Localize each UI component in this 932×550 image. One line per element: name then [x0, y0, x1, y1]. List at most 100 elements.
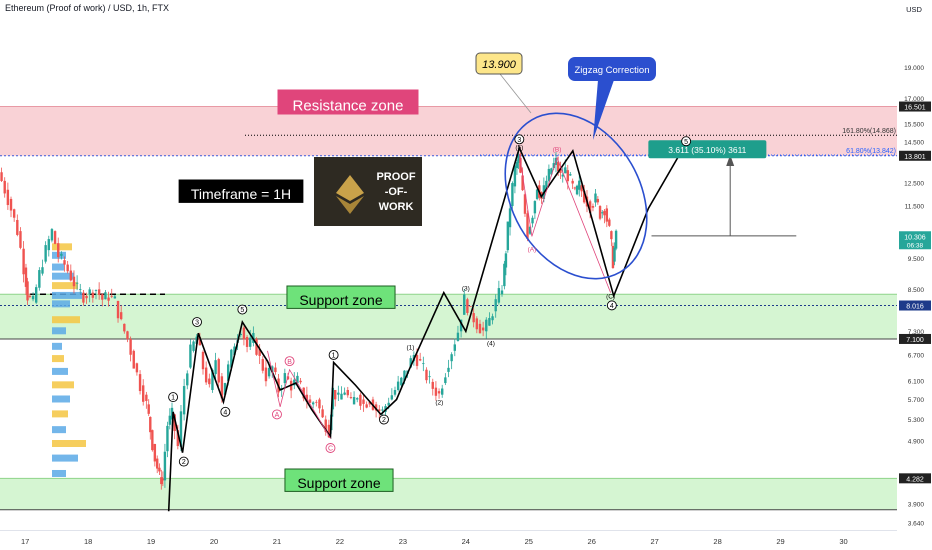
- wave-label-circle-14: [514, 134, 525, 145]
- candle-body: [239, 333, 242, 336]
- candle-body: [450, 354, 453, 362]
- candle-body: [16, 219, 19, 235]
- candle-body: [75, 282, 79, 284]
- candle-body: [38, 270, 41, 288]
- price-tag-5: [899, 473, 931, 484]
- y-tick-label-17: 14.500: [904, 140, 924, 147]
- candle-body: [481, 327, 485, 331]
- wave-label-5: B: [287, 359, 292, 366]
- candle-body: [488, 317, 491, 326]
- candle-body: [91, 292, 95, 298]
- candle-body: [82, 292, 85, 303]
- x-tick-label-4: 21: [273, 537, 281, 546]
- wave-label-2: 3: [195, 320, 199, 327]
- candle-body: [362, 399, 365, 404]
- timeframe-label: Timeframe = 1H: [191, 186, 291, 202]
- x-tick-label-0: 17: [21, 537, 29, 546]
- candle-body: [591, 206, 595, 208]
- y-tick-label-21: 19.000: [904, 65, 924, 72]
- candle-body: [101, 294, 104, 300]
- y-tick-label-9: 7.300: [908, 329, 925, 336]
- candle-body: [571, 180, 574, 184]
- x-tick-label-13: 30: [839, 537, 847, 546]
- candle-body: [456, 332, 460, 341]
- candle-body: [283, 373, 287, 384]
- candle-body: [158, 467, 161, 472]
- y-tick-label-11: 8.500: [908, 287, 925, 294]
- chart-title: Ethereum (Proof of work) / USD, 1h, FTX: [5, 3, 170, 13]
- candle-body: [233, 346, 236, 355]
- wave-label-circle-4: [237, 304, 248, 315]
- logo-text-1: -OF-: [385, 186, 408, 198]
- candle-body: [409, 358, 412, 368]
- candle-body: [41, 267, 44, 274]
- candle-body: [53, 231, 57, 244]
- candle-body: [170, 407, 174, 420]
- volume-profile-bar-3: [52, 272, 74, 280]
- candle-body: [431, 381, 434, 389]
- candle-body: [220, 376, 224, 399]
- wave-label-circle-7: [325, 443, 336, 453]
- candle-body: [472, 313, 475, 323]
- candle-body: [147, 404, 150, 414]
- fib-label-0: 161.80%(14.868): [842, 128, 896, 135]
- wave-label-1: 2: [182, 459, 186, 466]
- candle-body: [214, 360, 217, 375]
- candle-body: [378, 409, 381, 412]
- candle-body: [343, 392, 346, 395]
- y-tick-label-18: 15.500: [904, 121, 924, 128]
- fib-label-1: 61.80%(13.842): [846, 148, 896, 155]
- candle-body: [368, 401, 372, 405]
- wave-label-10: (1): [406, 344, 414, 351]
- y-tick-label-20: 17.000: [904, 96, 924, 103]
- candle-body: [135, 363, 139, 373]
- y-tick-label-14: 11.500: [905, 204, 925, 211]
- wave-label-6: A: [275, 412, 280, 419]
- volume-profile-bar-11: [52, 367, 68, 375]
- wave-label-4: 5: [240, 307, 244, 314]
- candle-body: [422, 363, 425, 365]
- candle-body: [255, 338, 258, 355]
- candle-body: [142, 385, 145, 402]
- candle-body: [94, 290, 98, 291]
- candle-body: [318, 399, 321, 409]
- candle-body: [613, 247, 616, 262]
- candle-body: [274, 367, 277, 373]
- candle-body: [138, 374, 142, 392]
- candle-body: [145, 394, 148, 401]
- candle-body: [356, 398, 359, 400]
- candle-body: [515, 162, 519, 169]
- candle-body: [475, 318, 479, 330]
- candle-body: [192, 341, 195, 351]
- wave-label-12: (3): [462, 285, 470, 292]
- candle-body: [151, 430, 154, 451]
- candle-body: [333, 389, 337, 400]
- y-axis-panel: [897, 0, 932, 550]
- candle-body: [286, 376, 290, 380]
- price-tag-text-2: 10.306: [904, 234, 926, 241]
- candle-body: [374, 404, 378, 411]
- candle-body: [22, 248, 25, 275]
- candle-body: [126, 331, 129, 340]
- candle-body: [415, 354, 419, 366]
- candle-body: [437, 391, 441, 394]
- candle-body: [556, 161, 560, 172]
- volume-profile-bar-10: [52, 355, 64, 363]
- candle-body: [611, 245, 615, 268]
- volume-profile-bar-0: [52, 243, 72, 251]
- candle-body: [337, 392, 340, 395]
- candle-body: [258, 348, 261, 356]
- candle-body: [129, 338, 132, 355]
- candle-body: [610, 231, 613, 240]
- candle-body: [603, 210, 606, 216]
- wave-label-3: 4: [223, 409, 227, 416]
- candle-body: [160, 477, 163, 485]
- logo-text-2: WORK: [379, 201, 414, 213]
- support-zone-upper-label: Support zone: [299, 292, 382, 308]
- candle-body: [28, 295, 32, 297]
- candle-body: [575, 185, 579, 195]
- candle-body: [346, 389, 349, 396]
- candle-body: [381, 409, 384, 411]
- candle-body: [550, 168, 553, 175]
